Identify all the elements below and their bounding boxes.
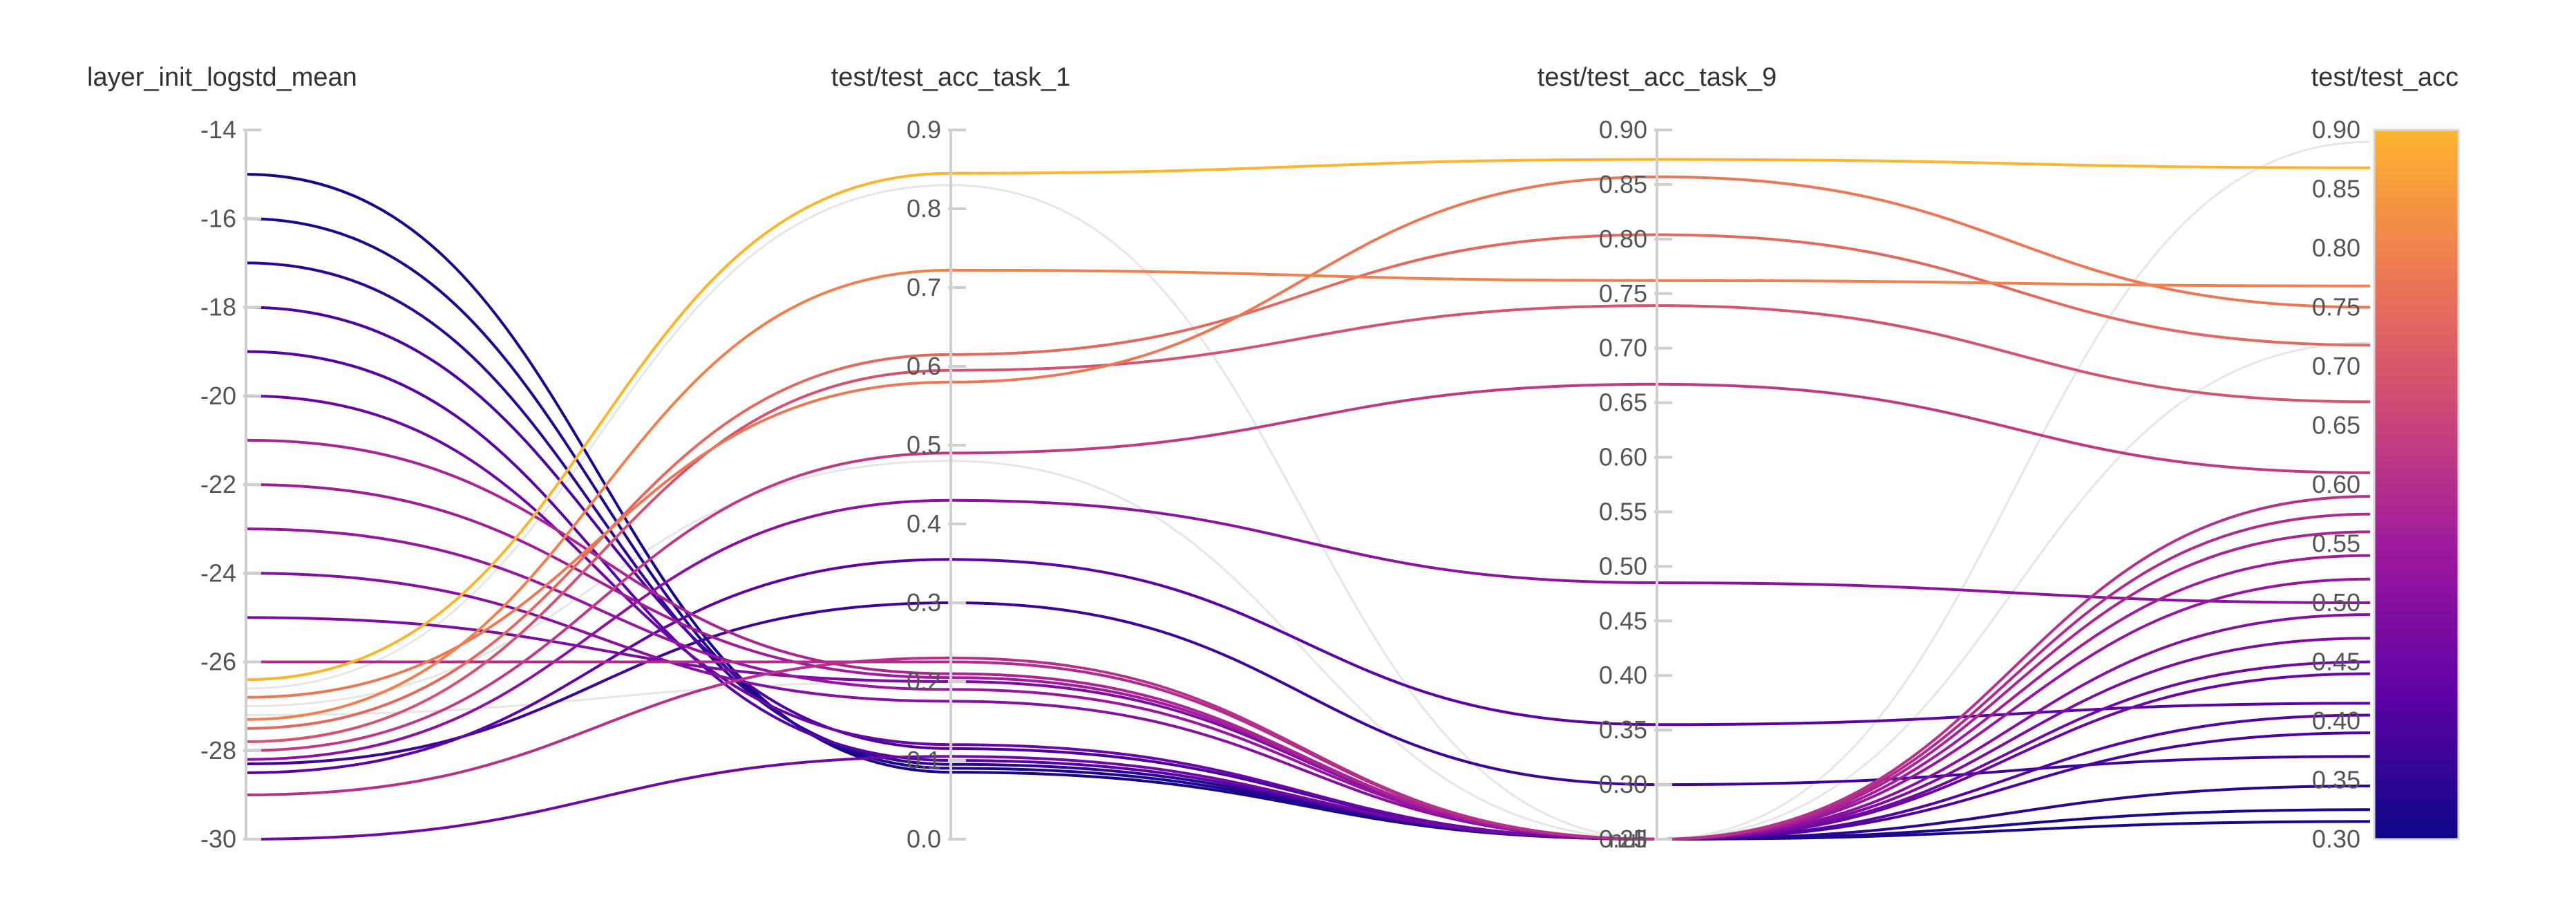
tick-label: -14: [200, 115, 236, 144]
tick-label: 0.60: [2312, 470, 2360, 498]
tick-label: 0.9: [907, 115, 941, 144]
run-line[interactable]: [245, 173, 2371, 841]
tick-label: 0.2: [907, 667, 941, 695]
run-line[interactable]: [245, 158, 2371, 682]
run-line[interactable]: [245, 233, 2371, 730]
run-line[interactable]: [245, 616, 2371, 841]
inactive-runs: [245, 140, 2371, 841]
tick-label: 0.35: [2312, 766, 2360, 794]
run-line[interactable]: [245, 527, 2371, 841]
tick-label: 0.45: [1599, 606, 1647, 635]
tick-label: 0.55: [1599, 497, 1647, 525]
run-line[interactable]: [245, 217, 2371, 841]
tick-label: 0.25: [1599, 825, 1647, 853]
tick-label: -26: [200, 648, 236, 676]
tick-label: 0.70: [2312, 352, 2360, 380]
tick-label: 0.35: [1599, 715, 1647, 744]
run-line[interactable]: [245, 304, 2371, 743]
tick-label: 0.6: [907, 352, 941, 380]
tick-label: -22: [200, 470, 236, 498]
axis-title[interactable]: test/test_acc_task_9: [1537, 63, 1777, 92]
run-line[interactable]: [245, 483, 2371, 841]
tick-label: 0.90: [2312, 115, 2360, 144]
run-line[interactable]: [245, 394, 2371, 841]
run-line[interactable]: [245, 498, 2371, 761]
tick-label: -28: [200, 736, 236, 765]
axis-title[interactable]: test/test_acc: [2311, 63, 2459, 92]
axis-title[interactable]: test/test_acc_task_1: [831, 63, 1070, 92]
tick-label: 0.60: [1599, 443, 1647, 471]
tick-label: 0.1: [907, 746, 941, 774]
colorbar-gradient: [2373, 129, 2460, 841]
tick-label: 0.4: [907, 509, 941, 538]
tick-label: -30: [200, 825, 236, 853]
axis-3: test/test_acc_task_9 0.90 0.85 0.80 0.75 0.70…: [1537, 63, 1777, 853]
run-line[interactable]: [245, 350, 2371, 841]
run-line[interactable]: [245, 601, 2371, 787]
tick-label: 0.85: [2312, 175, 2360, 203]
tick-label: 0.50: [2312, 588, 2360, 617]
run-lines: [245, 158, 2371, 841]
inactive-run-line: [245, 140, 2371, 841]
axis-2: test/test_acc_task_1 0.9 0.8 0.7 0.6 0.5 0.4 0.…: [831, 63, 1070, 853]
tick-label: 0.65: [2312, 411, 2360, 440]
tick-label: 0.3: [907, 588, 941, 617]
tick-label: -24: [200, 559, 236, 587]
null-tick-label: null: [1609, 825, 1647, 853]
tick-label: 0.75: [2312, 293, 2360, 321]
tick-label: 0.0: [907, 825, 941, 853]
tick-label: 0.30: [1599, 770, 1647, 798]
tick-label: 0.40: [2312, 706, 2360, 735]
run-line[interactable]: [245, 558, 2371, 774]
run-line[interactable]: [245, 261, 2371, 841]
run-line[interactable]: [245, 660, 2371, 841]
tick-label: 0.5: [907, 431, 941, 459]
axis-4: test/test_acc 0.90 0.85 0.80 0.75 0.70 0.65 0.6…: [2311, 63, 2459, 853]
tick-label: 0.8: [907, 194, 941, 223]
run-line[interactable]: [245, 495, 2371, 841]
tick-label: 0.30: [2312, 825, 2360, 853]
axis-1: layer_init_logstd_mean -14 -16 -18 -20 -22 -24…: [87, 63, 357, 853]
tick-label: 0.45: [2312, 648, 2360, 676]
run-line[interactable]: [245, 175, 2371, 699]
tick-label: 0.7: [907, 273, 941, 301]
tick-label: 0.40: [1599, 661, 1647, 689]
tick-label: 0.70: [1599, 334, 1647, 362]
tick-label: 0.90: [1599, 115, 1647, 144]
tick-label: -18: [200, 293, 236, 321]
tick-label: 0.50: [1599, 552, 1647, 580]
tick-label: 0.80: [1599, 225, 1647, 253]
axes: layer_init_logstd_mean -14 -16 -18 -20 -22 -24…: [87, 63, 2459, 853]
run-line[interactable]: [245, 572, 2371, 841]
tick-label: 0.75: [1599, 279, 1647, 308]
colorbar: [2373, 129, 2460, 841]
run-line[interactable]: [245, 268, 2371, 721]
tick-label: 0.85: [1599, 170, 1647, 198]
run-line[interactable]: [245, 306, 2371, 841]
tick-label: -16: [200, 204, 236, 232]
run-line[interactable]: [245, 382, 2371, 752]
axis-title[interactable]: layer_init_logstd_mean: [87, 63, 357, 92]
tick-label: 0.80: [2312, 234, 2360, 262]
run-line[interactable]: [245, 438, 2371, 841]
tick-label: 0.55: [2312, 530, 2360, 558]
tick-label: -20: [200, 382, 236, 410]
tick-label: 0.65: [1599, 388, 1647, 417]
